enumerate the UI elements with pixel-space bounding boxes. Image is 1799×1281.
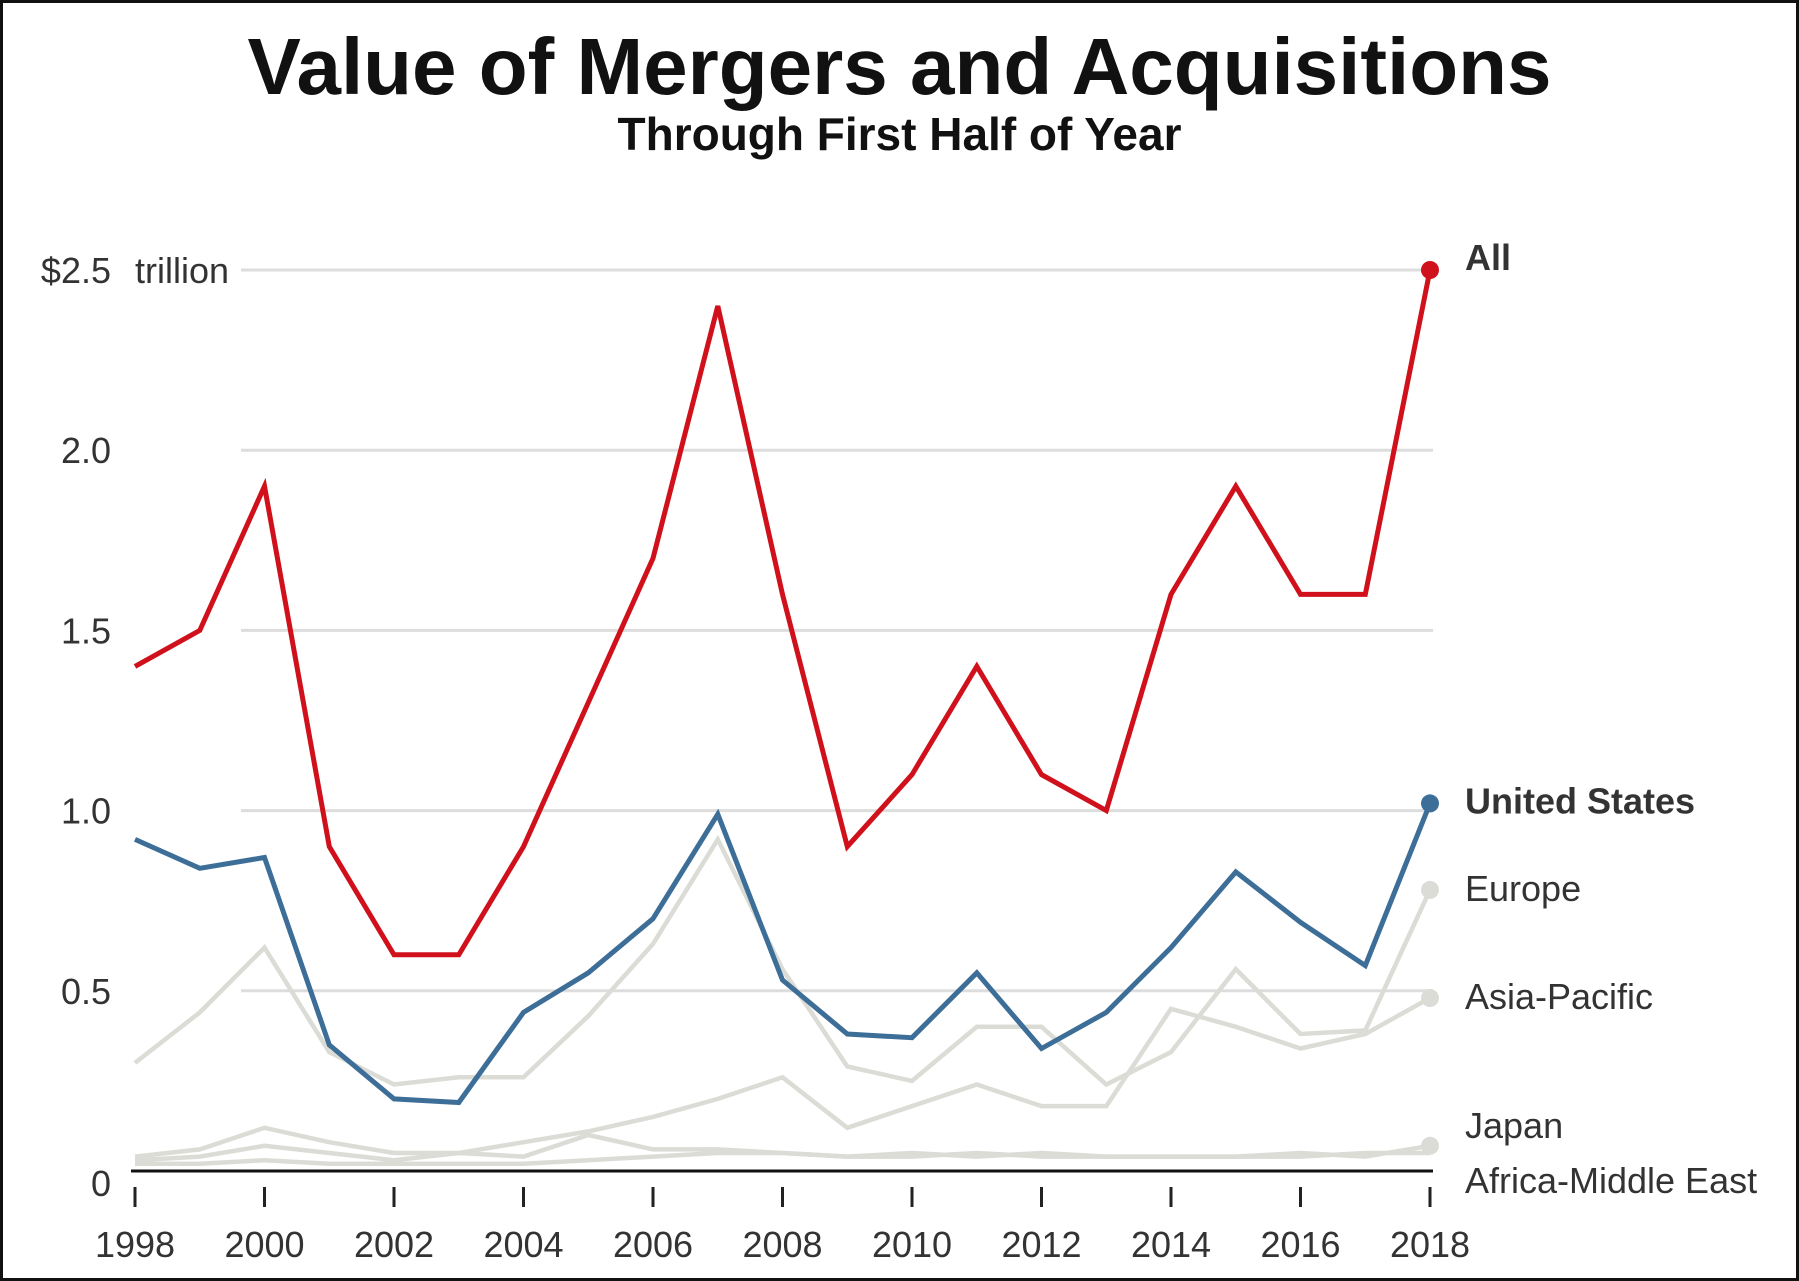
series-label-africa-middle-east: Africa-Middle East <box>1465 1160 1757 1201</box>
x-tick-label: 2002 <box>354 1224 434 1265</box>
x-tick-label: 2014 <box>1131 1224 1211 1265</box>
x-tick-label: 2012 <box>1001 1224 1081 1265</box>
x-tick-label: 2006 <box>613 1224 693 1265</box>
x-tick-label: 2010 <box>872 1224 952 1265</box>
x-tick-label: 2004 <box>483 1224 563 1265</box>
y-tick-label: 0 <box>91 1163 111 1204</box>
x-tick-label: 2016 <box>1260 1224 1340 1265</box>
series-endpoint-japan <box>1421 1136 1439 1155</box>
chart-subtitle: Through First Half of Year <box>617 108 1182 160</box>
series-endpoint-europe <box>1421 880 1439 899</box>
series-line-japan <box>134 1125 1431 1159</box>
series-label-asia-pacific: Asia-Pacific <box>1465 976 1653 1017</box>
line-chart: 0 0.5 1.0 1.5 2.0 $2.5 trillion 1998 2000 2002 200… <box>41 237 1757 1265</box>
series-endpoint-asia-pacific <box>1421 989 1439 1008</box>
series-label-japan: Japan <box>1465 1105 1563 1146</box>
chart-title: Value of Mergers and Acquisitions <box>247 22 1552 111</box>
series-line-united-states <box>133 802 1433 1106</box>
y-unit-label: trillion <box>135 250 229 291</box>
series-label-all: All <box>1465 237 1511 278</box>
series-label-united-states: United States <box>1465 780 1695 821</box>
y-tick-label: 0.5 <box>61 971 111 1012</box>
x-tick-label: 2008 <box>742 1224 822 1265</box>
y-tick-label: 1.5 <box>61 610 111 651</box>
y-tick-label: 2.0 <box>61 430 111 471</box>
series-endpoint-all <box>1421 261 1439 279</box>
series-line-asia-pacific <box>134 996 1432 1163</box>
y-tick-label: $2.5 <box>41 250 111 291</box>
x-tick-label: 1998 <box>95 1224 175 1265</box>
x-tick-label: 2000 <box>224 1224 304 1265</box>
series-line-all <box>133 269 1433 958</box>
x-tick-label: 2018 <box>1390 1224 1470 1265</box>
y-tick-label: 1.0 <box>61 791 111 832</box>
series-endpoint-united-states <box>1421 794 1439 813</box>
series-label-europe: Europe <box>1465 868 1581 909</box>
